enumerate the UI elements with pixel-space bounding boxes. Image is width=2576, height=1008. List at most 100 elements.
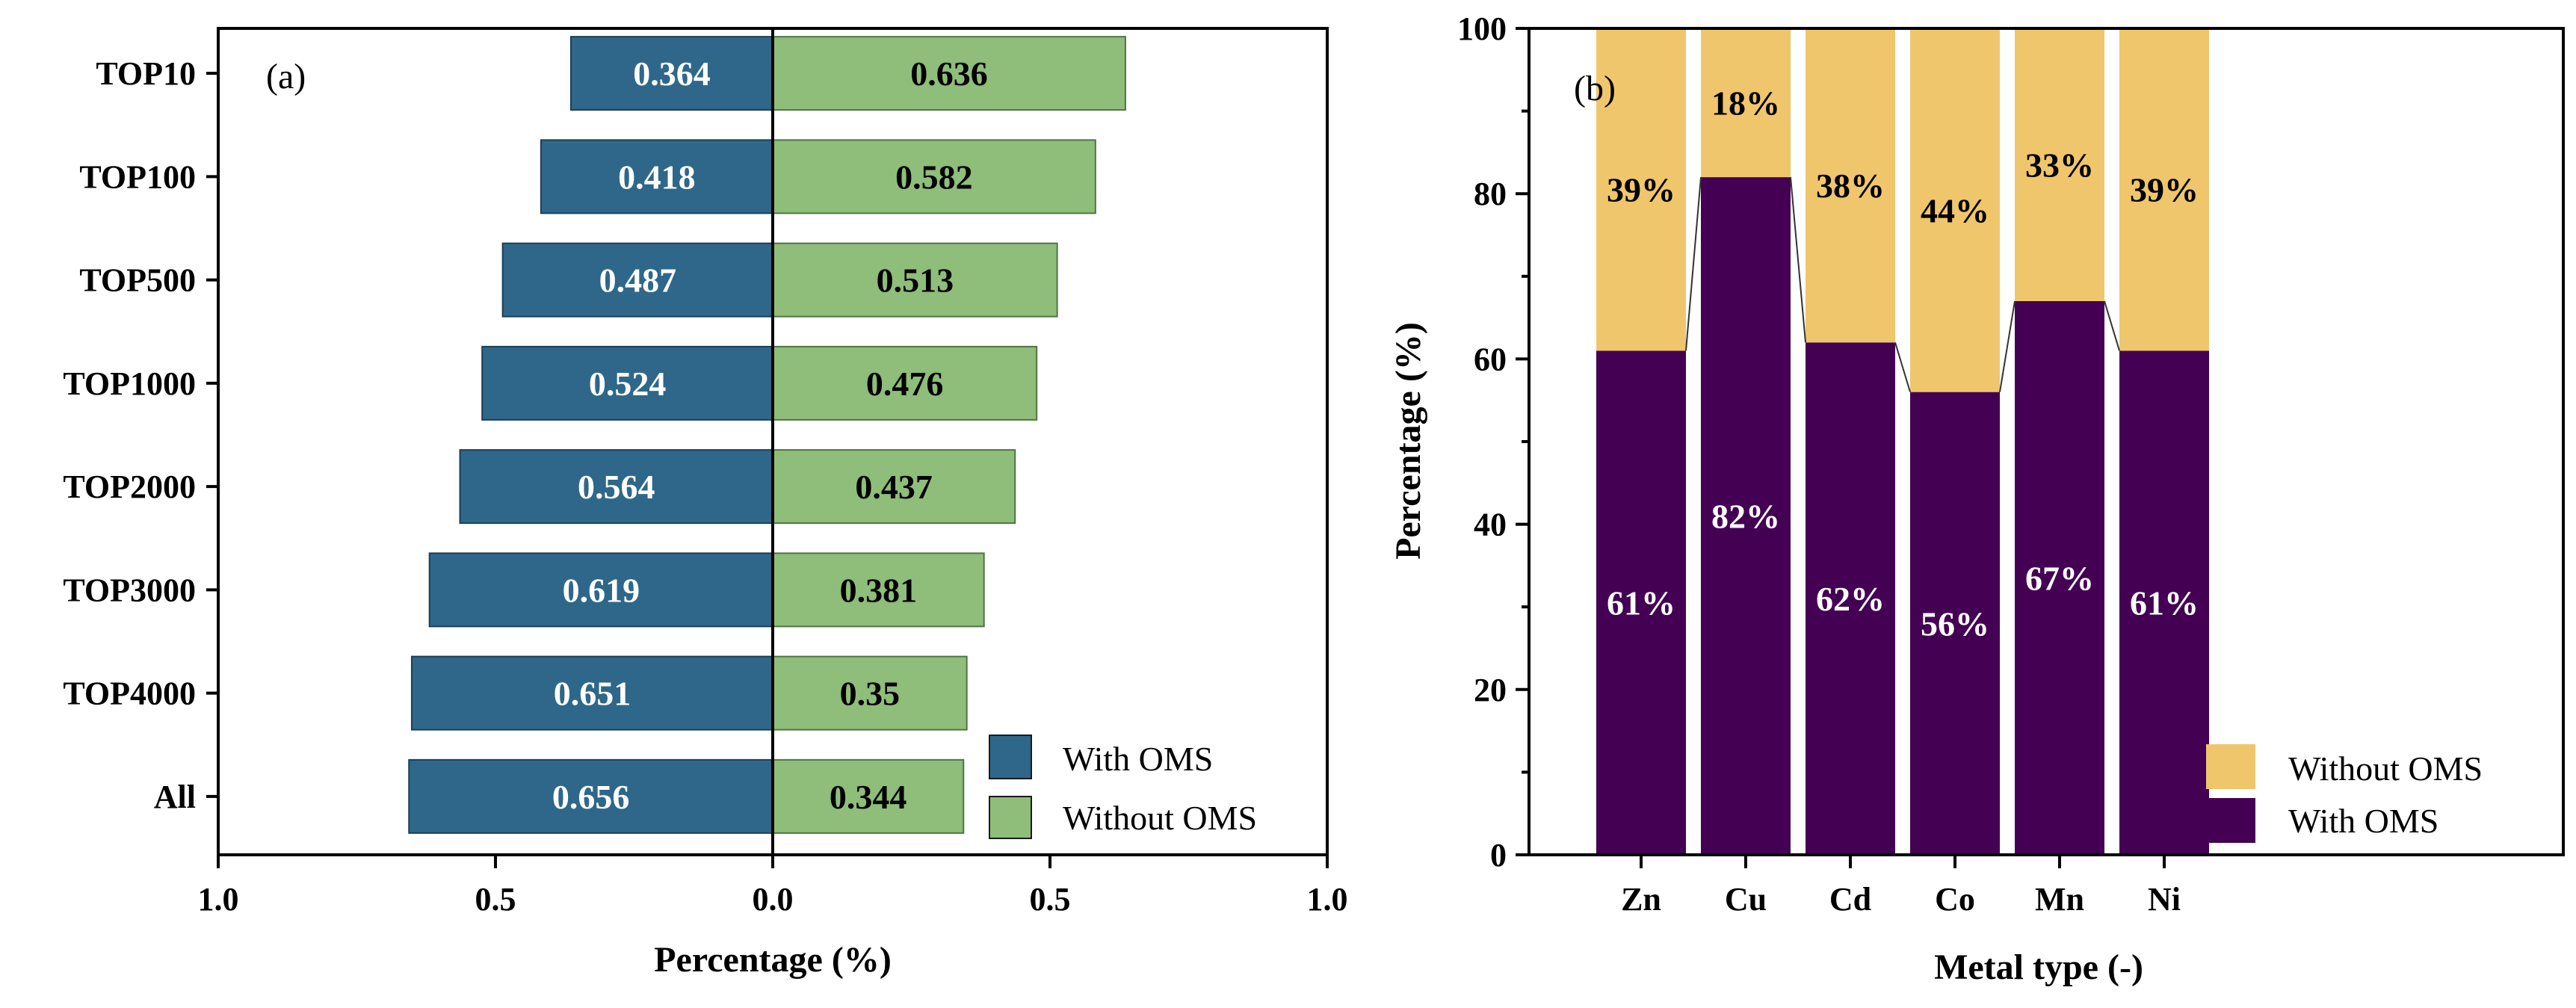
bar-without-oms-cd xyxy=(1806,28,1895,343)
bar-without-oms-ni xyxy=(2119,28,2209,351)
data-label-with-oms-top100: 0.418 xyxy=(618,158,696,196)
x-tick-label-2: 0.0 xyxy=(753,881,794,918)
data-label-without-oms-top2000: 0.437 xyxy=(855,468,933,506)
y-tick-label-top2000: TOP2000 xyxy=(63,469,196,505)
panel-b-axis-ticks: Zn Cu Cd Co Mn Ni 0 20 40 60 80 100 xyxy=(1457,10,2181,918)
connector-line-cd-co xyxy=(1894,341,1911,392)
bar-with-oms-ni xyxy=(2119,350,2209,856)
bar-without-oms-top2000 xyxy=(772,449,1016,525)
bar-with-oms-top3000 xyxy=(428,552,774,628)
legend-swatch-with-oms xyxy=(989,735,1032,779)
data-label-without-oms-top500: 0.513 xyxy=(877,262,954,300)
data-label-with-oms-cu: 82% xyxy=(1711,498,1780,536)
x-tick-label-cd: Cd xyxy=(1829,881,1871,918)
bar-without-oms-top4000 xyxy=(772,655,968,731)
data-label-without-oms-top10: 0.636 xyxy=(910,55,988,93)
data-label-without-oms-zn: 39% xyxy=(1607,171,1675,209)
x-tick-label-4: 1.0 xyxy=(1307,881,1348,918)
y-tick-label-all: All xyxy=(154,779,196,815)
y-tick-label-top500: TOP500 xyxy=(79,262,196,299)
bar-with-oms-mn xyxy=(2015,300,2104,856)
bar-with-oms-top1000 xyxy=(481,345,774,421)
data-label-with-oms-top500: 0.487 xyxy=(599,262,677,300)
y-tick-label-20: 20 xyxy=(1474,672,1507,708)
data-label-with-oms-top2000: 0.564 xyxy=(578,468,655,506)
data-label-without-oms-ni: 39% xyxy=(2130,171,2199,209)
legend-label-without-oms: Without OMS xyxy=(1063,799,1257,837)
legend-label-with-oms: With OMS xyxy=(1063,740,1213,778)
connector-line-mn-ni xyxy=(2104,300,2120,351)
legend-label-without-oms-b: Without OMS xyxy=(2288,749,2483,788)
bar-with-oms-top2000 xyxy=(459,449,774,525)
bar-without-oms-all xyxy=(772,758,965,834)
panel-b-legend: Without OMS With OMS xyxy=(2206,744,2483,843)
y-tick-label-top1000: TOP1000 xyxy=(63,365,196,402)
bar-with-oms-all xyxy=(408,758,773,834)
x-tick-label-mn: Mn xyxy=(2035,881,2084,918)
y-tick-label-80: 80 xyxy=(1474,176,1507,212)
y-tick-label-top10: TOP10 xyxy=(96,55,196,92)
panel-a-bars: 0.364 0.636 0.418 0.582 0.487 0.513 0.524 0.476… xyxy=(408,36,1126,834)
data-label-without-oms-top4000: 0.35 xyxy=(840,675,901,713)
bar-without-oms-zn xyxy=(1596,28,1686,351)
y-tick-label-top100: TOP100 xyxy=(79,158,196,195)
data-label-with-oms-mn: 67% xyxy=(2025,559,2094,597)
data-label-with-oms-zn: 61% xyxy=(1607,584,1675,622)
bar-without-oms-top10 xyxy=(772,36,1126,111)
bar-without-oms-cu xyxy=(1701,28,1791,178)
bar-without-oms-mn xyxy=(2015,28,2104,301)
y-tick-label-top3000: TOP3000 xyxy=(63,572,196,608)
bar-with-oms-zn xyxy=(1596,350,1686,856)
bar-without-oms-top1000 xyxy=(772,345,1038,421)
bar-with-oms-cd xyxy=(1806,342,1895,855)
data-label-without-oms-co: 44% xyxy=(1921,191,1989,229)
panel-b-connector-lines xyxy=(1685,176,2120,392)
connector-line-co-mn xyxy=(1999,300,2016,392)
data-label-without-oms-mn: 33% xyxy=(2025,146,2094,184)
data-label-without-oms-cu: 18% xyxy=(1711,84,1780,123)
bar-with-oms-co xyxy=(1910,392,2000,855)
bar-with-oms-top500 xyxy=(501,242,773,318)
data-label-with-oms-top1000: 0.524 xyxy=(589,365,667,403)
x-tick-label-1: 0.5 xyxy=(475,881,516,918)
x-tick-label-ni: Ni xyxy=(2148,881,2181,918)
connector-line-cu-cd xyxy=(1790,176,1806,343)
data-label-with-oms-top3000: 0.619 xyxy=(563,571,640,609)
connector-line-zn-cu xyxy=(1685,176,1702,351)
data-label-with-oms-cd: 62% xyxy=(1816,580,1885,618)
y-tick-label-100: 100 xyxy=(1457,10,1507,47)
y-tick-label-0: 0 xyxy=(1490,837,1507,874)
panel-a-axis-ticks: TOP10 TOP100 TOP500 TOP1000 TOP2000 TOP3000 TO… xyxy=(63,55,1347,918)
data-label-with-oms-co: 56% xyxy=(1921,605,1989,643)
panel-a-x-axis-title: Percentage (%) xyxy=(654,940,892,980)
bar-with-oms-cu xyxy=(1701,177,1791,855)
data-label-with-oms-top10: 0.364 xyxy=(633,55,711,93)
data-label-without-oms-top3000: 0.381 xyxy=(840,571,918,609)
panel-b-label: (b) xyxy=(1574,69,1616,108)
data-label-without-oms-cd: 38% xyxy=(1816,167,1885,205)
data-label-with-oms-top4000: 0.651 xyxy=(554,675,631,713)
y-tick-label-60: 60 xyxy=(1474,341,1507,377)
x-tick-label-cu: Cu xyxy=(1725,881,1767,918)
legend-swatch-with-oms-b xyxy=(2206,798,2255,843)
legend-swatch-without-oms-b xyxy=(2206,744,2255,789)
y-tick-label-top4000: TOP4000 xyxy=(63,675,196,712)
bar-with-oms-top10 xyxy=(569,36,773,111)
data-label-without-oms-top100: 0.582 xyxy=(895,158,973,196)
x-tick-label-3: 0.5 xyxy=(1030,881,1071,918)
panel-b-bars: 61% 39% 82% 18% 62% 38% 56% 44% 67% 33% 61% 39% xyxy=(1596,28,2209,856)
legend-swatch-without-oms xyxy=(989,796,1032,839)
data-label-with-oms-all: 0.656 xyxy=(552,778,630,816)
x-tick-label-co: Co xyxy=(1935,881,1975,918)
bar-without-oms-co xyxy=(1910,28,2000,392)
data-label-without-oms-top1000: 0.476 xyxy=(866,365,944,403)
panel-a-label: (a) xyxy=(266,57,306,96)
data-label-without-oms-all: 0.344 xyxy=(830,778,907,816)
bar-without-oms-top3000 xyxy=(772,552,985,628)
bar-with-oms-top4000 xyxy=(410,655,773,731)
y-tick-label-40: 40 xyxy=(1474,507,1507,543)
x-tick-label-0: 1.0 xyxy=(198,881,239,918)
panel-b-y-axis-title: Percentage (%) xyxy=(1389,322,1428,560)
panel-a-horizontal-bar-chart: 0.364 0.636 0.418 0.582 0.487 0.513 0.524 0.476… xyxy=(63,27,1348,980)
